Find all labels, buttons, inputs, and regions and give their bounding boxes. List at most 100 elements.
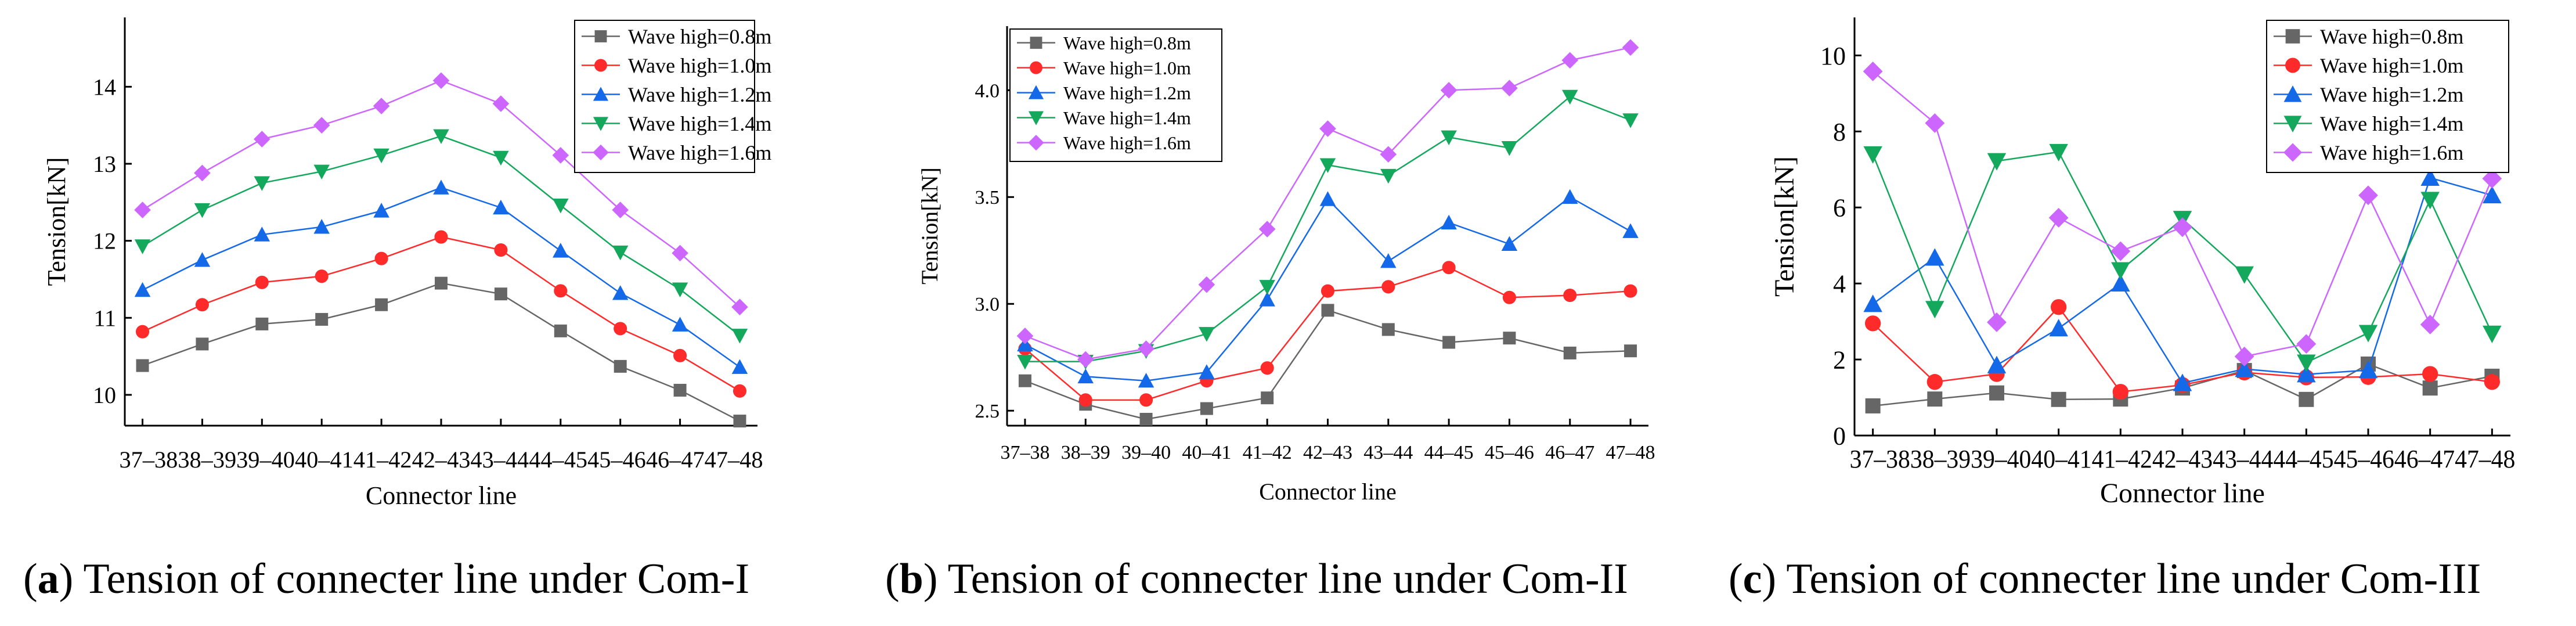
legend-label: Wave high=1.2m (628, 83, 771, 106)
series-line (1024, 309, 1631, 420)
data-point (2420, 168, 2440, 186)
data-point (2049, 143, 2068, 161)
x-tick-label: 37–3838–3939–4040–4141–4242–4343–4444–45… (1850, 445, 2516, 473)
series-5 (1863, 62, 2502, 366)
x-axis-label: Connector line (366, 481, 517, 510)
data-point (1077, 368, 1094, 384)
data-point (1259, 292, 1275, 307)
data-point (2358, 325, 2378, 343)
data-point (494, 287, 507, 301)
data-point (195, 298, 209, 312)
series-line (142, 236, 741, 392)
data-point (733, 384, 747, 398)
data-point (255, 317, 269, 330)
data-point (136, 359, 149, 372)
legend-marker (593, 117, 609, 131)
legend-label: Wave high=1.6m (1063, 132, 1191, 153)
data-point (313, 164, 330, 180)
data-point (134, 282, 151, 297)
data-point (673, 383, 687, 397)
data-point (731, 359, 748, 374)
data-point (1987, 355, 2007, 373)
data-point (1925, 301, 1944, 319)
data-point (1501, 141, 1518, 156)
data-point (1440, 82, 1457, 99)
data-point (2420, 192, 2440, 210)
x-tick-label: 46–47 (1545, 442, 1594, 463)
legend-marker (593, 87, 609, 101)
data-point (553, 198, 569, 214)
series-3 (1863, 168, 2502, 391)
y-tick-label: 0 (1833, 422, 1846, 450)
x-tick-label: 39–40 (1121, 442, 1171, 463)
data-point (493, 199, 509, 215)
data-point (1501, 236, 1518, 251)
data-point (2051, 299, 2067, 315)
series-line (1872, 177, 2492, 384)
series-3 (134, 179, 748, 374)
data-point (373, 203, 389, 218)
y-axis-label: Tension[kN] (917, 167, 943, 285)
data-point (1987, 312, 2007, 332)
data-point (1321, 304, 1334, 317)
legend-label: Wave high=1.4m (1063, 107, 1191, 128)
data-point (1442, 261, 1456, 275)
data-point (1624, 344, 1637, 358)
data-point (554, 284, 568, 298)
data-point (614, 359, 627, 373)
data-point (1260, 361, 1274, 375)
y-tick-label: 8 (1833, 118, 1846, 146)
data-point (432, 72, 450, 89)
data-point (2484, 374, 2501, 390)
data-point (1200, 402, 1213, 415)
legend-marker (2283, 85, 2302, 102)
data-point (313, 219, 330, 234)
data-point (494, 243, 508, 257)
data-point (315, 269, 329, 283)
data-point (1199, 327, 1215, 342)
data-point (374, 251, 388, 265)
y-tick-label: 2.5 (975, 401, 1000, 422)
x-tick-label: 45–46 (1485, 442, 1534, 463)
data-point (1199, 364, 1215, 379)
legend-marker (593, 144, 609, 161)
data-point (1927, 391, 1943, 407)
data-point (1863, 62, 1883, 81)
data-point (2297, 365, 2316, 383)
x-axis-label: Connector line (1259, 479, 1397, 505)
data-point (1381, 280, 1395, 294)
data-point (1503, 332, 1516, 345)
data-point (1319, 158, 1336, 173)
data-point (373, 98, 390, 114)
data-point (2358, 361, 2378, 379)
data-point (1321, 284, 1335, 298)
legend-marker (2283, 116, 2302, 132)
data-point (1502, 290, 1516, 304)
legend: Wave high=0.8m Wave high=1.0m Wave high=1.… (1009, 28, 1222, 162)
series-5 (134, 72, 748, 316)
chart-2: 2.5 3.0 3.5 4.0 37–38 38–39 39–40 40–41 41–42 42–… (917, 26, 1655, 505)
data-point (1865, 398, 1881, 413)
caption-c: (c) Tension of connecter line under Com-… (1729, 555, 2481, 603)
data-point (1018, 374, 1031, 387)
legend-marker (2285, 57, 2300, 73)
series-2 (135, 230, 747, 398)
data-point (1442, 336, 1456, 349)
series-4 (1863, 143, 2502, 372)
data-point (1138, 340, 1154, 357)
legend-box (1009, 28, 1222, 162)
data-point (2296, 334, 2317, 354)
legend-box (2266, 20, 2509, 173)
legend-marker (1028, 135, 1044, 151)
data-point (2048, 208, 2069, 228)
y-tick-label: 4.0 (975, 80, 1000, 102)
data-point (1623, 284, 1637, 298)
y-axis-label: Tension[kN] (1769, 156, 1800, 297)
data-point (1925, 248, 1944, 266)
data-point (435, 276, 448, 290)
caption-b: (b) Tension of connecter line under Com-… (885, 555, 1628, 603)
x-tick-label: 37–38 (1000, 442, 1049, 463)
data-point (612, 202, 629, 218)
caption-a: (a) Tension of connecter line under Com-… (23, 555, 750, 603)
data-point (612, 245, 629, 261)
